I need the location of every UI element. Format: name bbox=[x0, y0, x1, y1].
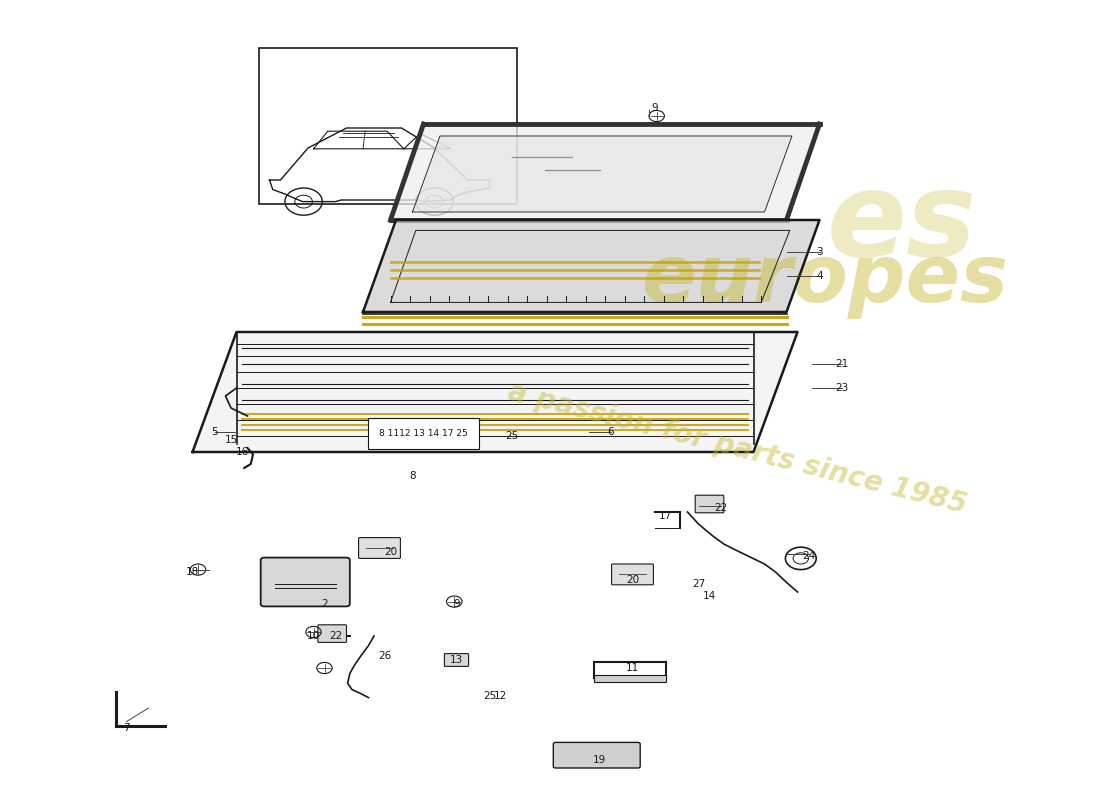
Text: 6: 6 bbox=[607, 427, 614, 437]
Text: 5: 5 bbox=[211, 427, 218, 437]
Text: 9: 9 bbox=[651, 103, 658, 113]
Polygon shape bbox=[412, 136, 792, 212]
FancyBboxPatch shape bbox=[612, 564, 653, 585]
FancyBboxPatch shape bbox=[695, 495, 724, 513]
FancyBboxPatch shape bbox=[359, 538, 400, 558]
FancyBboxPatch shape bbox=[594, 675, 666, 682]
Text: 1: 1 bbox=[431, 431, 438, 441]
Text: 10: 10 bbox=[307, 631, 320, 641]
Text: 17: 17 bbox=[659, 511, 672, 521]
Text: 11: 11 bbox=[626, 663, 639, 673]
Polygon shape bbox=[390, 124, 820, 220]
Text: 23: 23 bbox=[835, 383, 848, 393]
Text: 27: 27 bbox=[692, 579, 705, 589]
Text: 12: 12 bbox=[494, 691, 507, 701]
Text: 26: 26 bbox=[378, 651, 392, 661]
Text: es: es bbox=[827, 166, 977, 282]
Text: 19: 19 bbox=[593, 755, 606, 765]
Text: 21: 21 bbox=[835, 359, 848, 369]
FancyBboxPatch shape bbox=[318, 625, 346, 642]
Polygon shape bbox=[363, 220, 820, 312]
Bar bbox=[258, 48, 517, 204]
Text: 7: 7 bbox=[123, 723, 130, 733]
Text: 15: 15 bbox=[224, 435, 238, 445]
Text: 20: 20 bbox=[384, 547, 397, 557]
FancyBboxPatch shape bbox=[261, 558, 350, 606]
Text: 8 1112 13 14 17 25: 8 1112 13 14 17 25 bbox=[379, 429, 467, 438]
FancyBboxPatch shape bbox=[444, 654, 469, 666]
Text: 25: 25 bbox=[483, 691, 496, 701]
Text: 9: 9 bbox=[453, 599, 460, 609]
Text: a passion for parts since 1985: a passion for parts since 1985 bbox=[505, 378, 969, 518]
Text: 4: 4 bbox=[816, 271, 823, 281]
Text: 8: 8 bbox=[409, 471, 416, 481]
Text: 25: 25 bbox=[505, 431, 518, 441]
Text: europes: europes bbox=[641, 241, 1009, 319]
Text: 22: 22 bbox=[714, 503, 727, 513]
Text: 22: 22 bbox=[329, 631, 342, 641]
Text: 3: 3 bbox=[816, 247, 823, 257]
Text: 24: 24 bbox=[802, 551, 815, 561]
Text: 20: 20 bbox=[626, 575, 639, 585]
Text: 14: 14 bbox=[703, 591, 716, 601]
Text: 16: 16 bbox=[235, 447, 249, 457]
FancyBboxPatch shape bbox=[553, 742, 640, 768]
Text: 2: 2 bbox=[321, 599, 328, 609]
Text: 13: 13 bbox=[450, 655, 463, 665]
Text: 18: 18 bbox=[186, 567, 199, 577]
Polygon shape bbox=[192, 332, 798, 452]
